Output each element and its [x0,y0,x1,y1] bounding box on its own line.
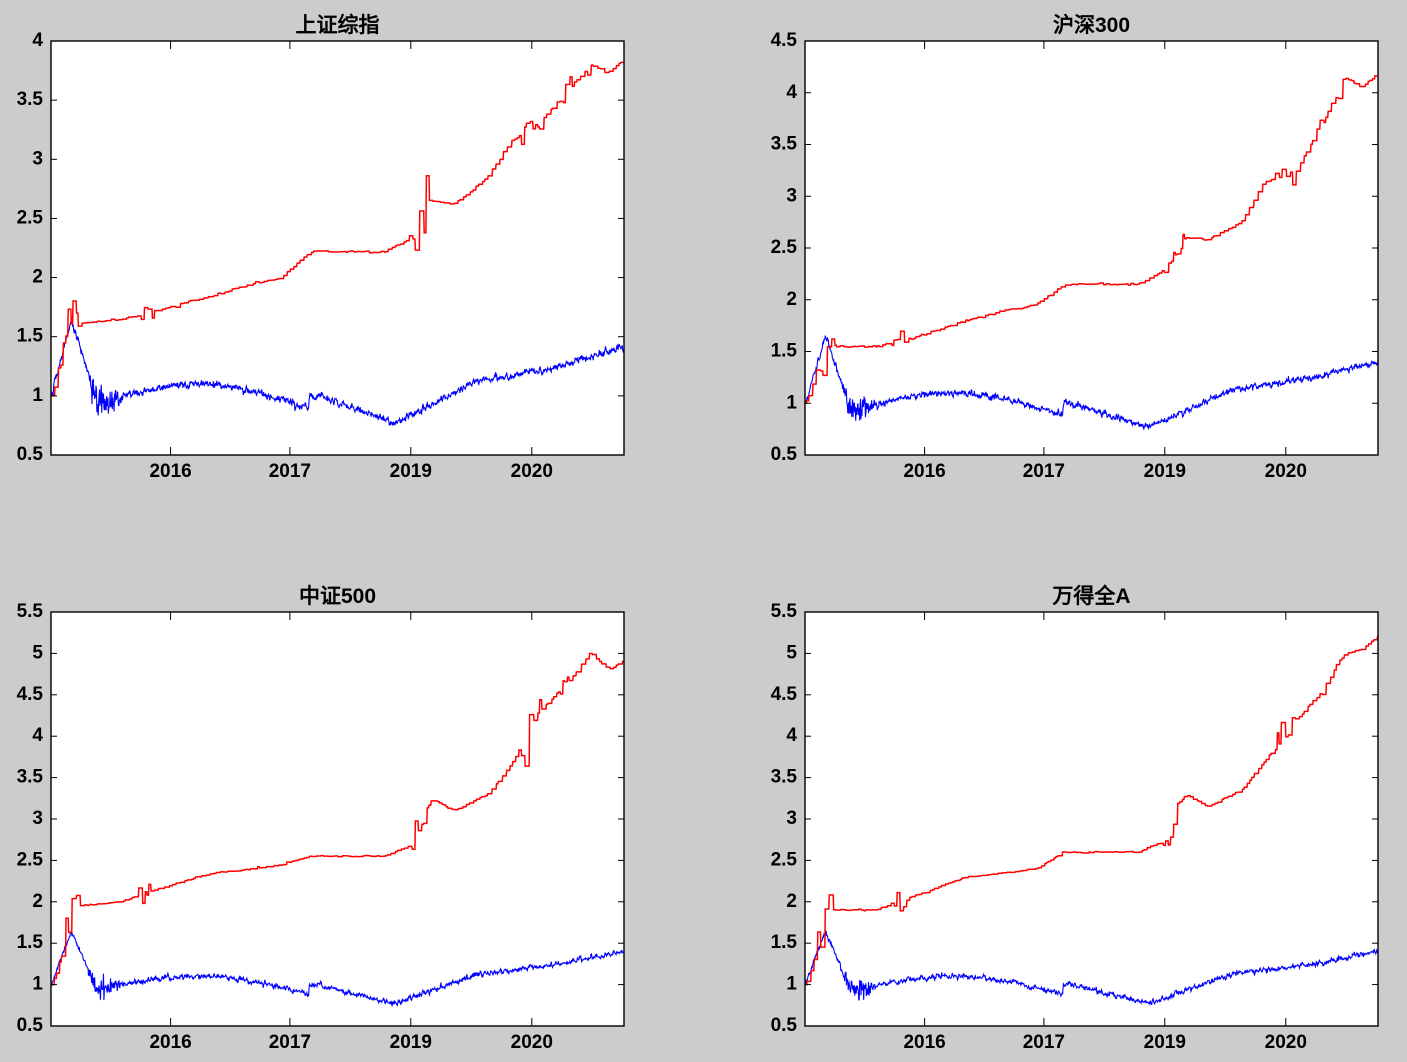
svg-text:2.5: 2.5 [771,849,798,870]
svg-text:3: 3 [786,185,797,206]
svg-text:上证综指: 上证综指 [296,13,380,37]
svg-text:0.5: 0.5 [17,444,44,465]
svg-text:沪深300: 沪深300 [1053,13,1130,37]
svg-text:0.5: 0.5 [17,1015,44,1036]
svg-text:5.5: 5.5 [771,601,798,622]
svg-text:万得全A: 万得全A [1051,584,1130,608]
svg-text:2016: 2016 [903,461,945,482]
svg-text:2: 2 [32,891,43,912]
svg-text:1: 1 [786,392,797,413]
svg-text:3.5: 3.5 [771,134,798,155]
svg-text:3: 3 [786,808,797,829]
svg-text:4: 4 [786,82,797,103]
svg-text:4: 4 [32,30,43,51]
svg-text:4.5: 4.5 [771,30,798,51]
svg-text:2016: 2016 [149,461,191,482]
svg-text:3.5: 3.5 [17,767,44,788]
svg-text:1.5: 1.5 [771,932,798,953]
svg-text:4.5: 4.5 [17,684,44,705]
svg-text:2019: 2019 [390,461,432,482]
svg-text:1: 1 [32,974,43,995]
svg-text:2020: 2020 [1265,1032,1307,1053]
svg-text:2019: 2019 [390,1032,432,1053]
svg-text:0.5: 0.5 [771,444,798,465]
svg-text:0.5: 0.5 [771,1015,798,1036]
svg-text:2020: 2020 [1265,461,1307,482]
svg-text:5.5: 5.5 [17,601,44,622]
svg-text:2016: 2016 [903,1032,945,1053]
svg-text:2.5: 2.5 [17,207,44,228]
svg-text:1: 1 [786,974,797,995]
svg-text:4.5: 4.5 [771,684,798,705]
svg-text:2: 2 [786,289,797,310]
svg-text:1.5: 1.5 [17,932,44,953]
svg-text:2019: 2019 [1144,1032,1186,1053]
svg-text:2017: 2017 [1023,1032,1065,1053]
svg-text:2019: 2019 [1144,461,1186,482]
svg-text:2017: 2017 [269,461,311,482]
svg-text:3: 3 [32,808,43,829]
svg-text:3.5: 3.5 [17,89,44,110]
svg-text:2: 2 [32,267,43,288]
svg-text:2017: 2017 [1023,461,1065,482]
svg-text:1.5: 1.5 [17,326,44,347]
svg-text:2016: 2016 [149,1032,191,1053]
svg-text:2020: 2020 [511,461,553,482]
svg-text:1.5: 1.5 [771,341,798,362]
svg-text:5: 5 [32,642,43,663]
svg-text:2: 2 [786,891,797,912]
svg-text:3.5: 3.5 [771,767,798,788]
svg-text:5: 5 [786,642,797,663]
svg-text:4: 4 [786,725,797,746]
svg-text:1: 1 [32,385,43,406]
svg-text:4: 4 [32,725,43,746]
svg-text:2.5: 2.5 [17,849,44,870]
svg-text:3: 3 [32,148,43,169]
svg-text:2020: 2020 [511,1032,553,1053]
svg-text:2.5: 2.5 [771,237,798,258]
svg-text:中证500: 中证500 [299,585,376,608]
svg-text:2017: 2017 [269,1032,311,1053]
